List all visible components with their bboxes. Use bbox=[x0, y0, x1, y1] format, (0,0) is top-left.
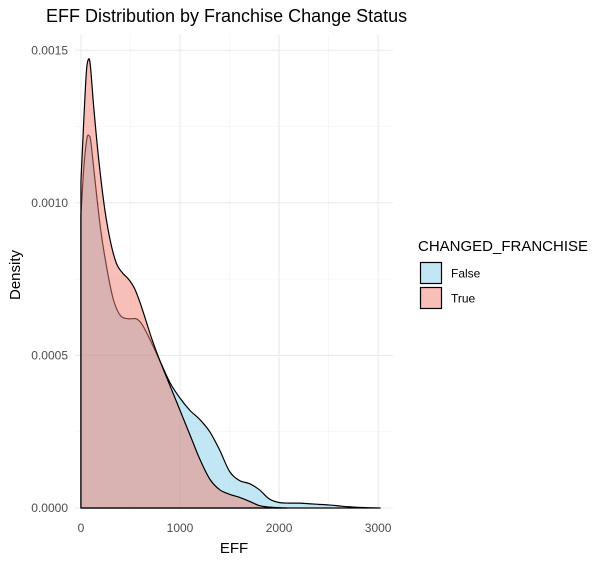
legend-label: False bbox=[451, 267, 481, 281]
y-tick-label: 0.0010 bbox=[31, 196, 68, 210]
x-axis-ticks: 0 1000 2000 3000 bbox=[78, 521, 392, 535]
chart-title: EFF Distribution by Franchise Change Sta… bbox=[46, 6, 407, 26]
x-tick-label: 0 bbox=[78, 521, 85, 535]
x-tick-label: 3000 bbox=[365, 521, 392, 535]
legend: CHANGED_FRANCHISE False True bbox=[418, 238, 588, 310]
x-tick-label: 2000 bbox=[266, 521, 293, 535]
x-axis-title: EFF bbox=[220, 540, 248, 557]
y-axis-title: Density bbox=[7, 249, 24, 300]
legend-item-false: False bbox=[419, 261, 481, 285]
legend-label: True bbox=[451, 292, 476, 306]
legend-item-true: True bbox=[419, 286, 476, 310]
density-area-true bbox=[80, 58, 288, 509]
y-axis-ticks: 0.0000 0.0005 0.0010 0.0015 bbox=[31, 43, 68, 515]
y-tick-label: 0.0005 bbox=[31, 348, 68, 362]
y-tick-label: 0.0000 bbox=[31, 501, 68, 515]
legend-swatch bbox=[419, 261, 443, 285]
y-tick-label: 0.0015 bbox=[31, 43, 68, 57]
legend-swatch bbox=[419, 286, 443, 310]
x-tick-label: 1000 bbox=[167, 521, 194, 535]
legend-title: CHANGED_FRANCHISE bbox=[418, 238, 588, 255]
density-areas bbox=[80, 58, 381, 509]
